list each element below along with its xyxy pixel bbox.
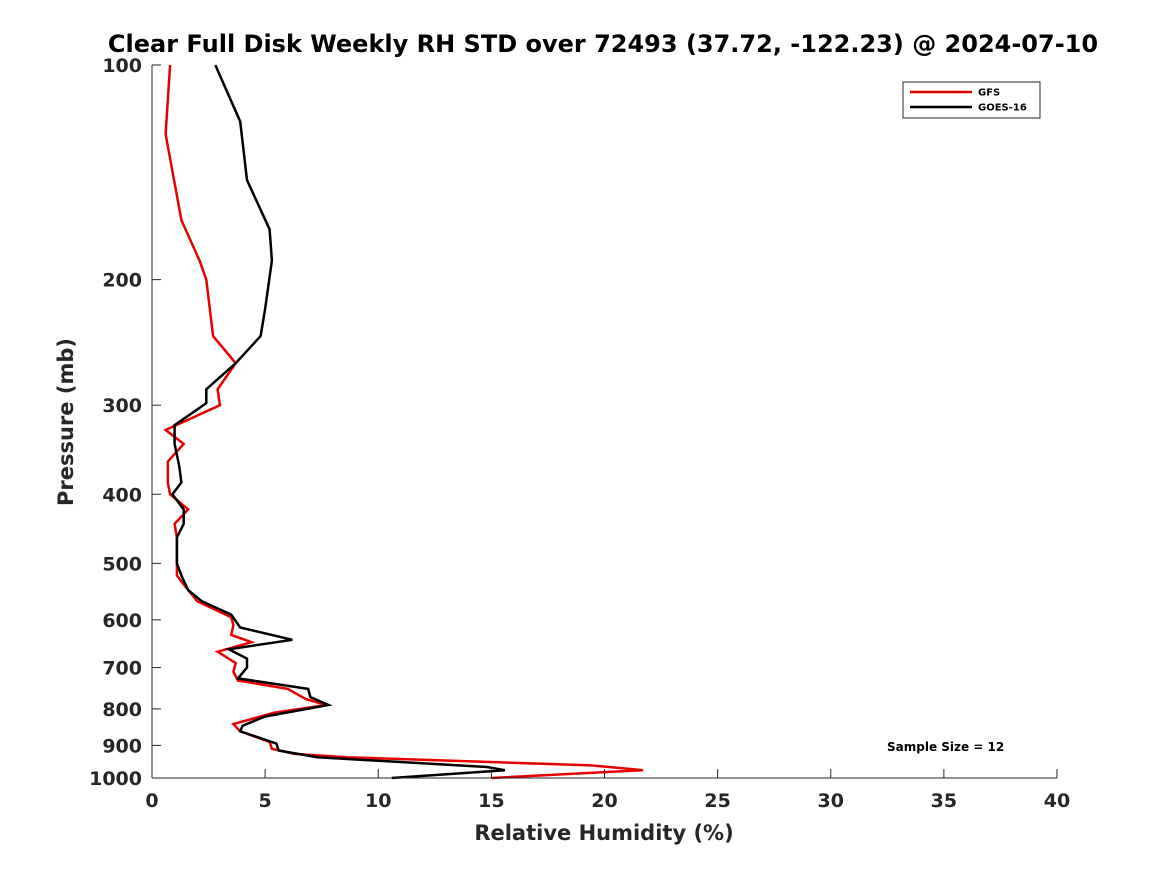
y-tick-label: 200 — [102, 270, 142, 292]
y-tick-label: 600 — [102, 610, 142, 632]
series-layer — [163, 64, 644, 780]
x-tick-label: 30 — [818, 790, 844, 812]
x-tick-label: 40 — [1044, 790, 1070, 812]
y-tick-label: 800 — [102, 699, 142, 721]
y-tick-label: 300 — [102, 395, 142, 417]
y-tick-label: 100 — [102, 55, 142, 77]
sample-size-annotation: Sample Size = 12 — [887, 740, 1004, 754]
y-tick-label: 500 — [102, 553, 142, 575]
x-tick-label: 25 — [704, 790, 730, 812]
x-tick-label: 35 — [931, 790, 957, 812]
x-ticks: 0 5 10 15 20 25 30 35 40 — [145, 769, 1070, 812]
series-line-gfs — [163, 64, 644, 780]
y-axis-label: Pressure (mb) — [54, 338, 78, 506]
y-tick-label: 900 — [102, 735, 142, 757]
chart-title: Clear Full Disk Weekly RH STD over 72493… — [108, 30, 1098, 58]
x-tick-label: 15 — [478, 790, 504, 812]
legend-box — [902, 81, 1041, 119]
x-tick-label: 10 — [365, 790, 391, 812]
y-ticks: 100 200 300 400 500 600 700 800 900 1000 — [89, 55, 161, 790]
legend-label-gfs: GFS — [978, 88, 1000, 99]
y-tick-label: 400 — [102, 484, 142, 506]
legend-label-goes16: GOES-16 — [978, 103, 1027, 114]
y-tick-label: 1000 — [89, 768, 142, 790]
x-tick-label: 5 — [259, 790, 272, 812]
x-tick-label: 20 — [591, 790, 617, 812]
plot-area: 0 5 10 15 20 25 30 35 40 100 200 300 400 500 600 700 80… — [89, 55, 1070, 812]
x-tick-label: 0 — [145, 790, 158, 812]
x-axis-label: Relative Humidity (%) — [474, 821, 733, 845]
y-tick-label: 700 — [102, 658, 142, 680]
series-line-goes16 — [170, 64, 506, 780]
legend: GFS GOES-16 — [902, 81, 1041, 119]
